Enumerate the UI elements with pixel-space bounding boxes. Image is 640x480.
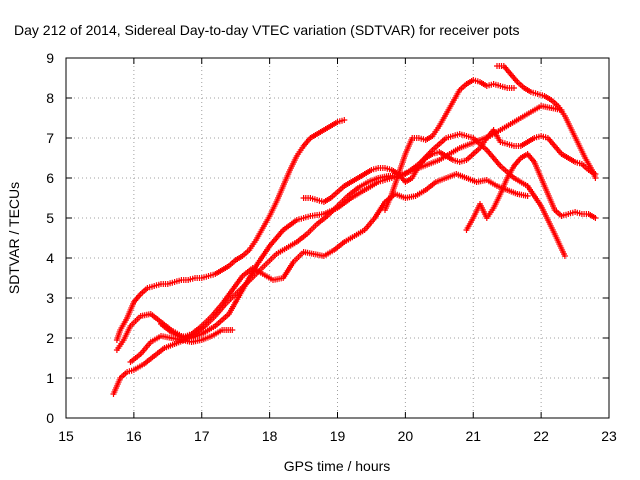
x-tick-label: 20 xyxy=(398,428,414,444)
chart-title: Day 212 of 2014, Sidereal Day-to-day VTE… xyxy=(14,22,520,38)
x-axis-label: GPS time / hours xyxy=(284,458,391,474)
data-point-markers xyxy=(300,127,599,205)
data-point-markers xyxy=(382,77,517,213)
y-tick-label: 0 xyxy=(46,410,54,426)
series-track-h xyxy=(494,63,599,181)
axis-ticks xyxy=(65,57,610,419)
x-tick-label: 23 xyxy=(601,428,617,444)
y-tick-label: 5 xyxy=(46,210,54,226)
series-track-g xyxy=(382,77,517,213)
x-tick-label: 19 xyxy=(330,428,346,444)
y-axis-label: SDTVAR / TECUs xyxy=(6,182,22,294)
data-point-markers xyxy=(494,63,599,181)
x-tick-label: 16 xyxy=(126,428,142,444)
y-tick-label: 9 xyxy=(46,50,54,66)
y-tick-label: 4 xyxy=(46,250,54,266)
x-tick-label: 18 xyxy=(262,428,278,444)
x-tick-label: 22 xyxy=(533,428,549,444)
x-tick-label: 15 xyxy=(58,428,74,444)
y-tick-label: 7 xyxy=(46,130,54,146)
data-point-markers xyxy=(463,151,599,233)
y-tick-label: 1 xyxy=(46,370,54,386)
y-tick-label: 8 xyxy=(46,90,54,106)
x-tick-label: 21 xyxy=(465,428,481,444)
data-points xyxy=(110,63,599,397)
y-tick-label: 2 xyxy=(46,330,54,346)
data-point-markers xyxy=(127,327,236,365)
series-track-d xyxy=(127,327,236,365)
series-track-i xyxy=(463,151,599,233)
series-track-f xyxy=(300,127,599,205)
data-point-markers xyxy=(113,117,348,343)
series-track-a xyxy=(113,117,348,343)
y-tick-label: 6 xyxy=(46,170,54,186)
x-tick-label: 17 xyxy=(194,428,210,444)
y-tick-label: 3 xyxy=(46,290,54,306)
